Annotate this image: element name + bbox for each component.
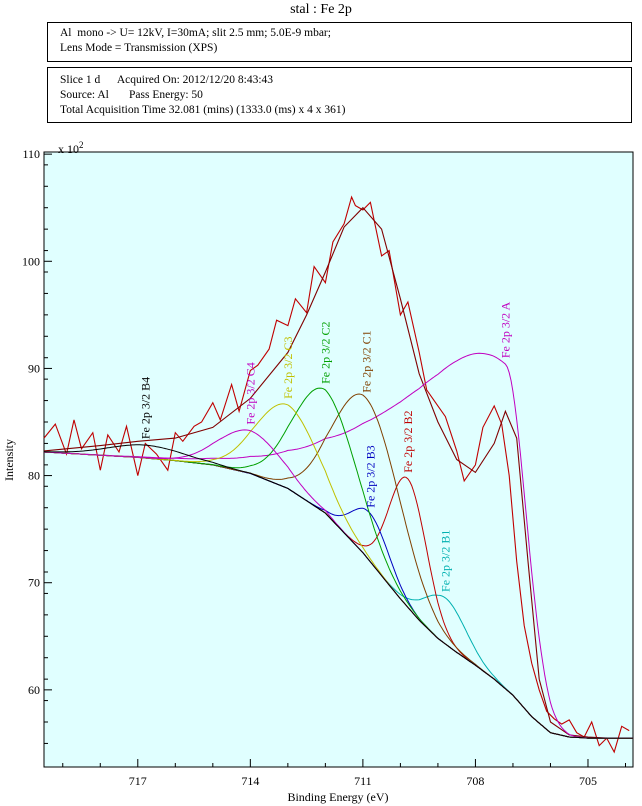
peak-label: Fe 2p 3/2 C1 [360, 330, 374, 392]
y-multiplier-exponent: 2 [79, 140, 84, 150]
peak-label: Fe 2p 3/2 A [498, 301, 512, 358]
x-tick-label: 711 [354, 774, 372, 788]
y-tick-label: 70 [28, 576, 40, 590]
peak-label: Fe 2p 3/2 B2 [401, 410, 415, 472]
y-tick-label: 60 [28, 683, 40, 697]
y-tick-label: 80 [28, 469, 40, 483]
y-multiplier-base: x 10 [58, 142, 79, 156]
peak-label: Fe 2p 3/2 B1 [438, 530, 452, 592]
x-tick-label: 717 [129, 774, 147, 788]
y-axis-label: Intensity [2, 439, 16, 481]
y-tick-label: 110 [22, 147, 40, 161]
x-tick-label: 714 [241, 774, 259, 788]
peak-label: Fe 2p 3/2 C2 [318, 322, 332, 384]
x-tick-label: 705 [579, 774, 597, 788]
peak-label: Fe 2p 3/2 C4 [243, 362, 257, 424]
peak-label: Fe 2p 3/2 B3 [363, 445, 377, 507]
x-axis-label: Binding Energy (eV) [287, 790, 388, 804]
peak-label: Fe 2p 3/2 B4 [138, 377, 152, 439]
y-tick-label: 100 [22, 254, 40, 268]
x-tick-label: 708 [466, 774, 484, 788]
y-tick-label: 90 [28, 361, 40, 375]
peak-label: Fe 2p 3/2 C3 [281, 337, 295, 399]
